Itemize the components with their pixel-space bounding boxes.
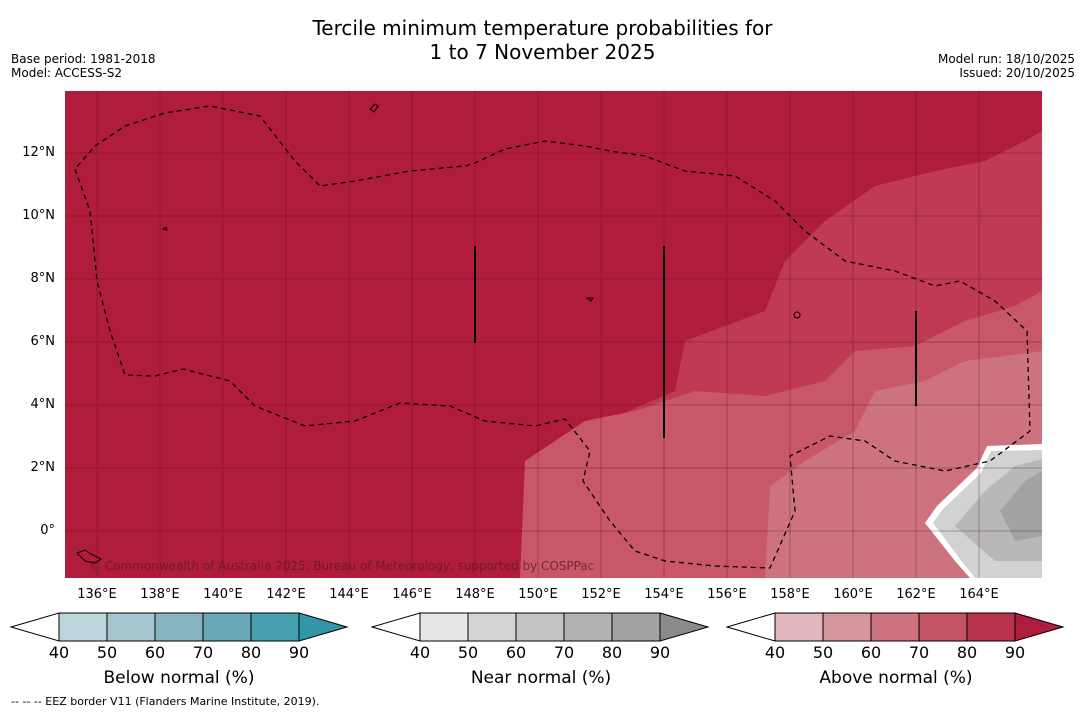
lat-label-12n: 12°N [22,145,55,160]
colorbar-segment [515,612,565,642]
eez-footnote: -- -- -- EEZ border V11 (Flanders Marine… [11,695,320,708]
lon-label-138e: 138°E [140,587,180,602]
model-run: Model run: 18/10/2025 [937,52,1075,66]
colorbar-segment [250,612,300,642]
colorbar-near-arrow [659,612,710,642]
colorbar-above-title: Above normal (%) [819,668,973,688]
lat-label-4n: 4°N [30,397,56,412]
near-tick-90: 90 [649,643,671,662]
islands [76,103,801,564]
colorbar-below-title: Below normal (%) [103,668,255,688]
near-tick-50: 50 [457,643,479,662]
colorbar-above-normal [726,612,1065,642]
lon-label-150e: 150°E [518,587,558,602]
below-tick-70: 70 [192,643,214,662]
base-period: Base period: 1981-2018 [11,52,156,66]
probability-map: © Commonwealth of Australia 2025, Bureau… [65,91,1042,578]
near-tick-70: 70 [553,643,575,662]
lon-label-146e: 146°E [392,587,432,602]
model-name: Model: ACCESS-S2 [11,66,123,80]
colorbar-segment [822,612,872,642]
eez-border-west [74,105,1031,569]
near-tick-40: 40 [409,643,431,662]
lon-label-140e: 140°E [203,587,243,602]
colorbar-segment [202,612,252,642]
colorbar-segment [966,612,1016,642]
colorbar-segment [774,612,824,642]
below-tick-90: 90 [288,643,310,662]
copyright-text: © Commonwealth of Australia 2025, Bureau… [89,559,594,573]
lon-label-148e: 148°E [455,587,495,602]
below-tick-60: 60 [144,643,166,662]
lon-label-162e: 162°E [896,587,936,602]
colorbar-segment [106,612,156,642]
colorbar-above-arrow [1014,612,1065,642]
above-tick-40: 40 [764,643,786,662]
below-tick-40: 40 [48,643,70,662]
lon-label-156e: 156°E [707,587,747,602]
lon-label-152e: 152°E [581,587,621,602]
issued-date: Issued: 20/10/2025 [959,66,1075,80]
colorbar-segment [611,612,661,642]
lat-label-2n: 2°N [30,460,56,475]
lon-label-144e: 144°E [329,587,369,602]
lat-label-6n: 6°N [30,334,56,349]
colorbar-segment [419,612,469,642]
colorbar-above-segments [774,612,1016,642]
colorbar-segment [870,612,920,642]
lat-label-10n: 10°N [22,208,55,223]
above-tick-60: 60 [860,643,882,662]
colorbar-below-arrow [298,612,349,642]
map-title-line1: Tercile minimum temperature probabilitie… [312,16,773,40]
colorbar-segment [154,612,204,642]
near-tick-60: 60 [505,643,527,662]
colorbar-segment [563,612,613,642]
above-tick-90: 90 [1004,643,1026,662]
region-near-70 [1000,471,1042,541]
lon-label-154e: 154°E [644,587,684,602]
lat-label-0: 0° [40,523,55,538]
lon-label-142e: 142°E [266,587,306,602]
graticule [65,91,1042,578]
map-title-line2: 1 to 7 November 2025 [429,40,656,64]
colorbar-near-title: Near normal (%) [470,668,612,688]
lon-label-158e: 158°E [770,587,810,602]
colorbar-near-normal [371,612,710,642]
lon-label-164e: 164°E [959,587,999,602]
above-tick-50: 50 [812,643,834,662]
colorbar-below-segments [58,612,300,642]
near-tick-80: 80 [601,643,623,662]
below-tick-80: 80 [240,643,262,662]
above-tick-80: 80 [956,643,978,662]
colorbar-segment [58,612,108,642]
colorbar-below-normal [10,612,349,642]
above-tick-70: 70 [908,643,930,662]
below-tick-50: 50 [96,643,118,662]
lon-label-160e: 160°E [833,587,873,602]
lat-label-8n: 8°N [30,271,56,286]
colorbar-segment [918,612,968,642]
colorbar-segment [467,612,517,642]
colorbar-near-segments [419,612,661,642]
lon-label-136e: 136°E [77,587,117,602]
